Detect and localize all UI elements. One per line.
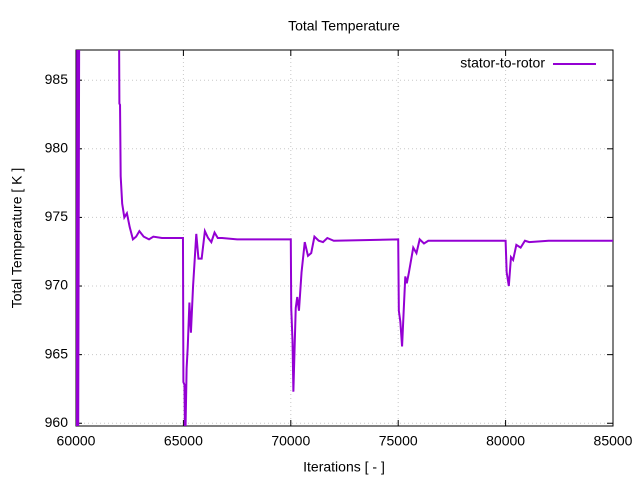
x-tick-label: 65000 <box>164 433 203 449</box>
x-tick-label: 85000 <box>594 433 633 449</box>
chart-title: Total Temperature <box>288 18 400 34</box>
y-tick-label: 960 <box>45 414 69 430</box>
data-line <box>76 50 613 426</box>
y-tick-label: 965 <box>45 345 69 361</box>
x-axis-label: Iterations [ - ] <box>303 459 385 475</box>
legend-label: stator-to-rotor <box>460 55 545 71</box>
y-tick-label: 980 <box>45 140 69 156</box>
y-tick-label: 985 <box>45 71 69 87</box>
x-tick-label: 60000 <box>57 433 96 449</box>
y-tick-label: 970 <box>45 277 69 293</box>
y-axis-label: Total Temperature [ K ] <box>9 168 25 309</box>
x-tick-label: 80000 <box>486 433 525 449</box>
x-tick-label: 75000 <box>379 433 418 449</box>
y-tick-label: 975 <box>45 208 69 224</box>
x-tick-label: 70000 <box>271 433 310 449</box>
